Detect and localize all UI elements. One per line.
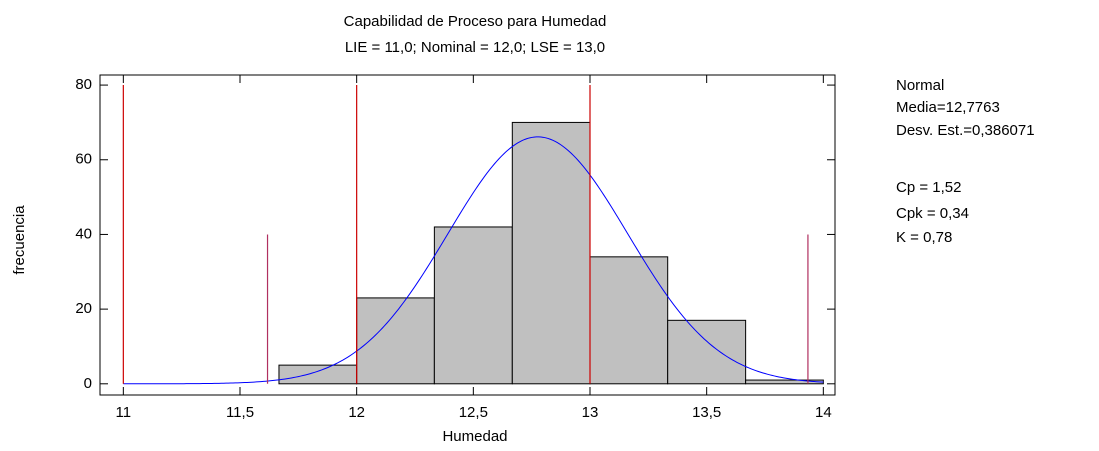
- x-tick-label: 11: [116, 404, 132, 421]
- x-tick-label: 12,5: [459, 404, 488, 421]
- bar: [589, 256, 669, 385]
- bar: [433, 226, 513, 385]
- stats-text: Cp = 1,52: [896, 179, 961, 196]
- x-tick-label: 13,5: [692, 404, 721, 421]
- y-tick-label: 40: [75, 225, 92, 242]
- x-tick-label: 13: [582, 404, 599, 421]
- plot-frame: [99, 74, 836, 396]
- stats-text: K = 0,78: [896, 229, 952, 246]
- normal-curve: [123, 136, 824, 385]
- y-tick-label: 20: [75, 300, 92, 317]
- bar: [356, 297, 435, 385]
- y-tick-label: 80: [75, 76, 92, 93]
- stats-text: Media=12,7763: [896, 99, 1000, 116]
- x-tick-label: 11,5: [226, 404, 254, 421]
- x-tick-label: 14: [815, 404, 832, 421]
- y-tick-label: 60: [75, 151, 92, 168]
- bar: [278, 364, 358, 385]
- x-tick-label: 12: [348, 404, 365, 421]
- chart-title: Capabilidad de Proceso para Humedad: [344, 13, 607, 30]
- bar: [745, 379, 824, 385]
- chart-subtitle: LIE = 11,0; Nominal = 12,0; LSE = 13,0: [345, 39, 605, 56]
- x-axis-label: Humedad: [442, 428, 507, 445]
- y-tick-label: 0: [84, 375, 92, 392]
- stats-text: Normal: [896, 77, 944, 94]
- y-axis-label: frecuencia: [11, 205, 28, 275]
- bar: [667, 319, 747, 385]
- bar: [511, 121, 591, 385]
- stats-text: Desv. Est.=0,386071: [896, 122, 1035, 139]
- stats-text: Cpk = 0,34: [896, 205, 969, 222]
